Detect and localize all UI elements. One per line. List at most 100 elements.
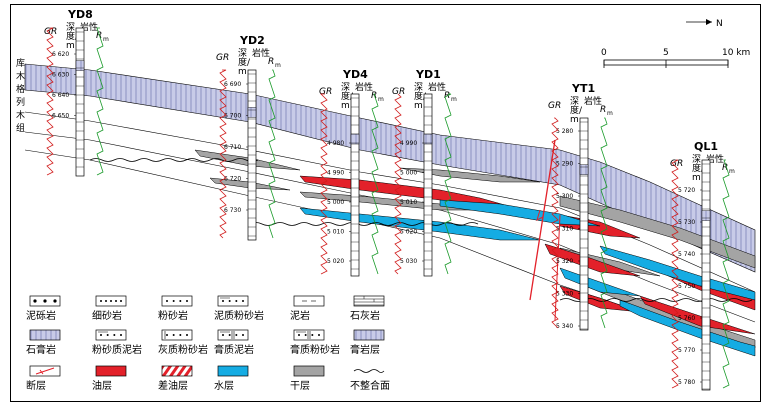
lithology-header-label: 岩性	[428, 81, 446, 93]
rm-label: R	[268, 57, 274, 67]
rm-subscript: m	[729, 168, 735, 175]
legend-label: 泥质粉砂岩	[214, 309, 264, 322]
formation-char: 列	[16, 96, 25, 108]
depth-label: 4 990	[400, 140, 417, 147]
legend-label: 不整合面	[350, 379, 390, 392]
lithology-header-label: 岩性	[706, 153, 724, 165]
depth-label: 5 030	[400, 258, 417, 265]
formation-char: 木	[16, 70, 25, 82]
rm-curve	[722, 159, 730, 389]
depth-header-label: m	[692, 173, 701, 183]
legend-item-siltstone: 粉砂岩	[158, 295, 193, 322]
legend-label: 断层	[26, 379, 46, 392]
gypsum-interval	[75, 60, 85, 71]
scale-tick-10: 10 km	[722, 48, 750, 58]
north-arrowhead-icon	[706, 19, 712, 25]
legend-item-conglomerate: 泥砾岩	[26, 295, 61, 322]
depth-header-label: 深	[66, 22, 75, 33]
rm-subscript: m	[103, 36, 109, 43]
depth-header-label: m	[570, 115, 579, 125]
depth-label: 5 320	[556, 258, 573, 265]
depth-label: 5 330	[556, 291, 573, 298]
depth-label: 6 720	[224, 176, 241, 183]
lithology-column	[75, 27, 85, 177]
depth-label: 5 000	[400, 170, 417, 177]
depth-label: 6 710	[224, 144, 241, 151]
formation-char: 组	[16, 122, 25, 134]
legend-swatch	[293, 295, 325, 307]
depth-header-label: m	[414, 101, 423, 111]
legend-item-oil-layer: 油层	[92, 365, 127, 392]
legend-label: 石膏岩	[26, 343, 56, 356]
depth-header-label: m	[341, 101, 350, 111]
legend-label: 粉砂质泥岩	[92, 343, 142, 356]
rm-curve	[444, 93, 452, 275]
dry-layer	[399, 167, 541, 183]
north-label: N	[716, 19, 723, 29]
depth-label: 5 740	[678, 251, 695, 258]
unconformity-line	[89, 158, 753, 302]
legend-item-gypsiferous-mudstone: 膏质泥岩	[214, 329, 254, 356]
depth-label: 5 280	[556, 128, 573, 135]
legend-item-fault: 断层	[26, 365, 61, 392]
rm-subscript: m	[607, 110, 613, 117]
legend-item-gypsum-rock: 石膏岩	[26, 329, 61, 356]
formation-char: 木	[16, 109, 25, 121]
formation-char: 格	[16, 83, 25, 95]
legend-swatch	[217, 365, 249, 377]
depth-label: 6 620	[52, 51, 69, 58]
depth-label: 6 650	[52, 113, 69, 120]
rm-curve	[371, 93, 379, 275]
legend-swatch	[293, 329, 325, 341]
legend-label: 泥砾岩	[26, 309, 56, 322]
depth-label: 5 010	[400, 199, 417, 206]
depth-header-label: 深	[414, 82, 423, 93]
depth-label: 5 770	[678, 347, 695, 354]
gr-curve	[671, 159, 679, 389]
depth-header-label: m	[238, 67, 247, 77]
depth-header-label: 深	[692, 154, 701, 165]
rm-label: R	[722, 163, 728, 173]
legend-item-argillaceous-siltstone: 泥质粉砂岩	[214, 295, 264, 322]
lithology-header-label: 岩性	[252, 47, 270, 59]
legend-item-mudstone: 泥岩	[290, 295, 325, 322]
gypsum-interval	[701, 210, 711, 221]
legend-label: 干层	[290, 380, 310, 392]
formation-char: 库	[16, 57, 25, 69]
rm-curve	[268, 69, 276, 239]
legend-label: 油层	[92, 379, 112, 392]
lithology-header-label: 岩性	[80, 21, 98, 33]
legend-item-poor-oil-layer: 差油层	[158, 365, 193, 392]
legend-swatch	[161, 329, 193, 341]
well-name: YD4	[342, 68, 368, 81]
legend-label: 灰质粉砂岩	[158, 343, 208, 356]
depth-label: 5 020	[400, 229, 417, 236]
legend-label: 差油层	[158, 379, 188, 392]
well-name: QL1	[694, 140, 718, 153]
legend-item-dry-layer: 干层	[290, 365, 325, 392]
well-yt1: YT1 GR 深度/m 岩性R m 5 280 5 290 5 300 5 310 5 320 5 …	[548, 82, 613, 331]
water-layer	[299, 207, 541, 241]
legend-swatch	[354, 366, 384, 376]
rm-label: R	[96, 31, 102, 41]
gr-curve	[394, 93, 402, 275]
depth-label: 6 690	[224, 81, 241, 88]
lithology-header-label: 岩性	[584, 95, 602, 107]
lithology-header-label: 岩性	[355, 81, 373, 93]
legend-label: 膏质泥岩	[214, 343, 254, 356]
gypsum-layer-band	[24, 63, 756, 273]
gr-label: GR	[44, 27, 57, 37]
fault-arrow-icon	[536, 209, 544, 221]
legend-swatch	[293, 365, 325, 377]
gr-label: GR	[548, 101, 561, 111]
rm-label: R	[371, 91, 377, 101]
depth-header-label: 深	[570, 96, 579, 107]
depth-label: 5 290	[556, 161, 573, 168]
legend-label: 粉砂岩	[158, 309, 188, 322]
legend-item-gypsum-layer: 膏岩层	[350, 329, 385, 356]
scale-bar: 0 5 10 km	[601, 48, 750, 68]
